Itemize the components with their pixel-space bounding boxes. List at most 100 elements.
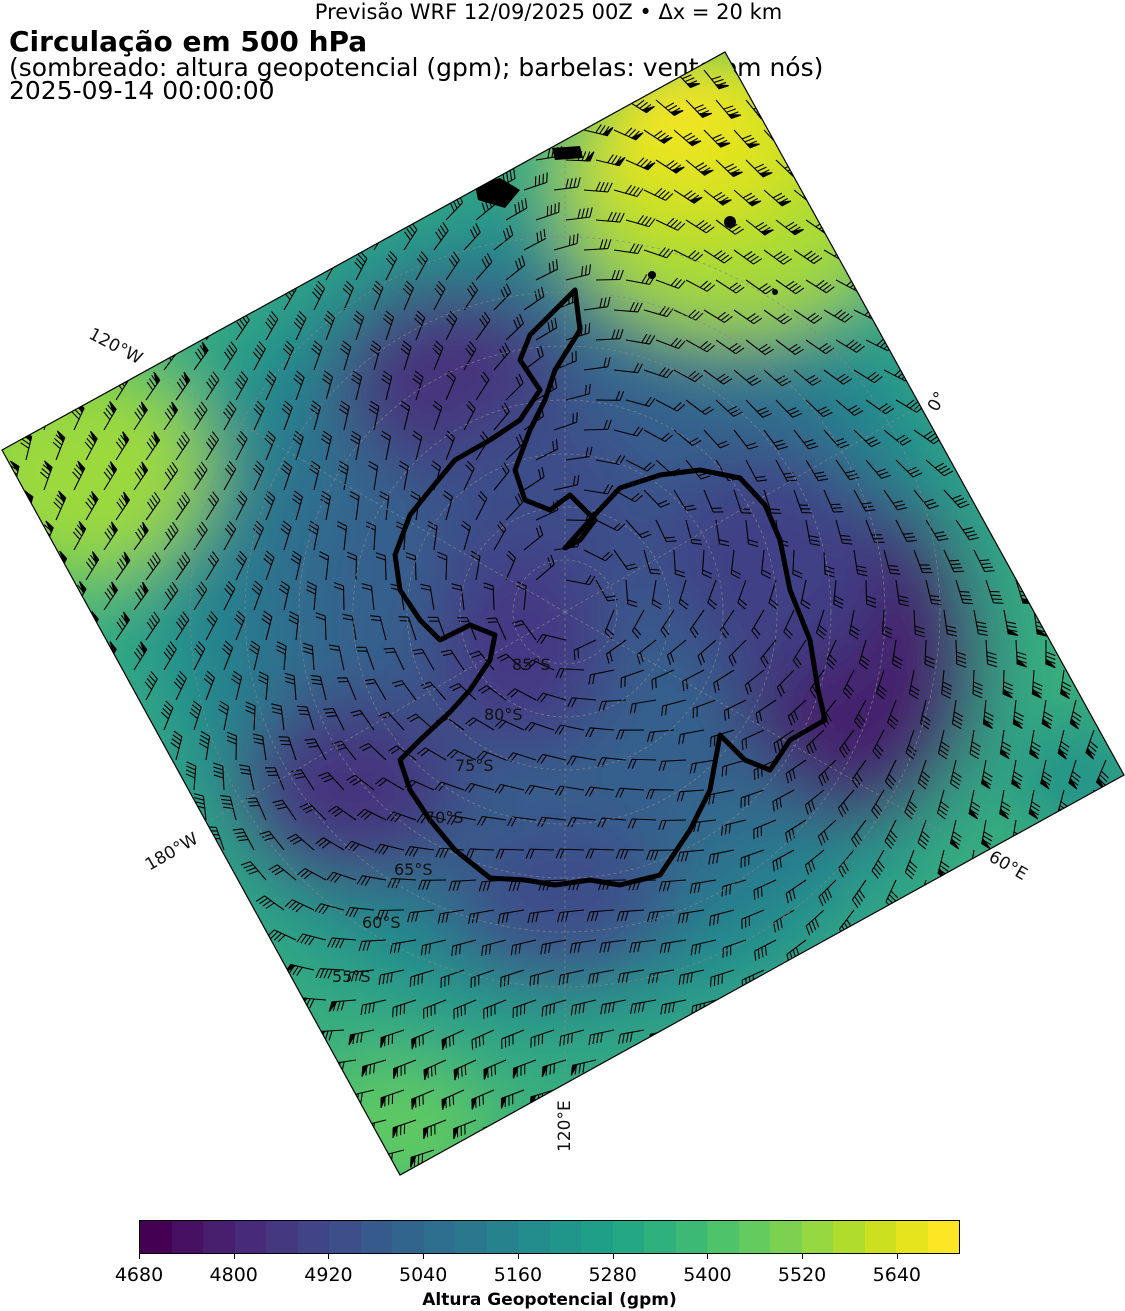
wind-barb-feather <box>775 799 779 810</box>
wind-barb-feather <box>60 254 68 264</box>
wind-barb-feather <box>11 231 20 240</box>
wind-barb-feather <box>615 390 621 401</box>
wind-barb-feather <box>97 772 107 779</box>
wind-barb-feather <box>708 794 711 805</box>
wind-barb-feather <box>942 681 953 687</box>
wind-barb-feather <box>387 201 394 211</box>
wind-barb-feather <box>1048 307 1057 317</box>
wind-barb-feather <box>421 142 426 153</box>
wind-barb-feather <box>552 261 555 272</box>
wind-barb-feather <box>1096 561 1107 565</box>
wind-barb-feather <box>58 258 65 267</box>
wind-barb-feather <box>1065 406 1075 414</box>
wind-barb-feather <box>1084 253 1094 262</box>
wind-barb-feather <box>803 439 814 444</box>
wind-barb-feather <box>1047 131 1056 139</box>
wind-barb-pennant <box>43 460 53 474</box>
wind-barb-feather <box>76 288 83 297</box>
wind-barb-pennant <box>972 160 986 170</box>
wind-barb-feather <box>894 187 903 196</box>
wind-barb-feather <box>627 599 638 604</box>
wind-barb-feather <box>465 717 474 725</box>
wind-barb-pennant <box>1032 340 1046 349</box>
wind-barb-feather <box>304 738 315 741</box>
wind-barb-feather <box>226 291 233 301</box>
wind-barb-feather <box>261 173 265 184</box>
wind-barb-feather <box>319 551 329 557</box>
wind-barb-feather <box>104 85 108 96</box>
wind-barb-feather <box>20 442 30 449</box>
wind-barb-feather <box>152 831 163 835</box>
wind-barb-feather <box>1044 306 1053 315</box>
wind-barb-feather <box>185 312 192 322</box>
wind-barb-feather <box>694 374 703 383</box>
wind-barb-feather <box>325 314 334 322</box>
wind-barb-feather <box>65 196 71 206</box>
wind-barb <box>175 97 200 101</box>
wind-barb <box>1105 279 1124 296</box>
wind-barb-feather <box>857 573 868 577</box>
wind-barb-feather <box>118 674 126 683</box>
wind-barb-pennant <box>204 283 211 298</box>
wind-barb-feather <box>383 370 393 378</box>
wind-barb <box>775 99 793 119</box>
wind-barb-feather <box>401 80 404 91</box>
wind-barb-feather <box>984 715 994 721</box>
wind-barb <box>103 707 114 731</box>
wind-barb-feather <box>1014 570 1025 573</box>
wind-barb <box>1003 369 1027 380</box>
wind-barb-feather <box>189 254 195 264</box>
wind-barb-feather <box>943 160 952 169</box>
wind-barb-feather <box>378 711 389 717</box>
wind-barb-feather <box>44 584 53 593</box>
wind-barb <box>1075 459 1092 480</box>
wind-barb-feather <box>657 499 668 505</box>
wind-barb-feather <box>878 103 888 110</box>
wind-barb-pennant <box>110 521 118 536</box>
wind-barb-feather <box>785 280 795 288</box>
wind-barb <box>1105 159 1124 178</box>
wind-barb-feather <box>865 75 876 81</box>
wind-barb-feather <box>144 681 153 690</box>
wind-barb-feather <box>115 441 123 451</box>
wind-barb-feather <box>1049 435 1059 443</box>
wind-barb-feather <box>439 848 445 858</box>
wind-barb <box>355 144 375 161</box>
wind-barb-feather <box>881 474 892 479</box>
wind-barb-feather <box>783 317 793 325</box>
wind-barb-feather <box>207 498 215 507</box>
wind-barb-feather <box>1036 105 1045 113</box>
wind-barb-feather <box>122 826 133 831</box>
wind-barb-feather <box>640 159 649 167</box>
wind-barb-feather <box>986 655 997 660</box>
wind-barb-pennant <box>210 169 217 184</box>
wind-barb-feather <box>1114 871 1122 880</box>
wind-barb-pennant <box>122 431 130 446</box>
wind-barb-feather <box>504 402 510 412</box>
wind-barb-feather <box>503 286 509 296</box>
wind-barb-feather <box>1016 651 1027 656</box>
wind-barb-feather <box>919 778 928 786</box>
wind-barb-feather <box>76 803 87 809</box>
wind-barb <box>262 736 267 761</box>
wind-barb-feather <box>751 630 759 639</box>
wind-barb-feather <box>1033 161 1042 169</box>
wind-barb-pennant <box>28 250 37 264</box>
wind-barb-feather <box>606 70 614 79</box>
wind-barb-feather <box>448 109 452 120</box>
wind-barb-feather <box>202 285 208 296</box>
wind-barb-feather <box>293 321 302 330</box>
wind-barb-feather <box>1102 192 1113 199</box>
wind-barb-feather <box>630 73 640 81</box>
wind-barb-feather <box>869 135 879 143</box>
wind-barb-pennant <box>359 107 365 121</box>
wind-barb-feather <box>394 52 397 60</box>
wind-barb-feather <box>239 261 245 272</box>
wind-barb-feather <box>804 78 814 83</box>
wind-barb-feather <box>749 255 759 263</box>
wind-barb <box>175 560 191 581</box>
wind-barb-feather <box>1072 711 1082 718</box>
wind-barb-feather <box>650 850 655 860</box>
wind-barb-feather <box>802 133 812 139</box>
wind-barb-feather <box>554 724 561 734</box>
